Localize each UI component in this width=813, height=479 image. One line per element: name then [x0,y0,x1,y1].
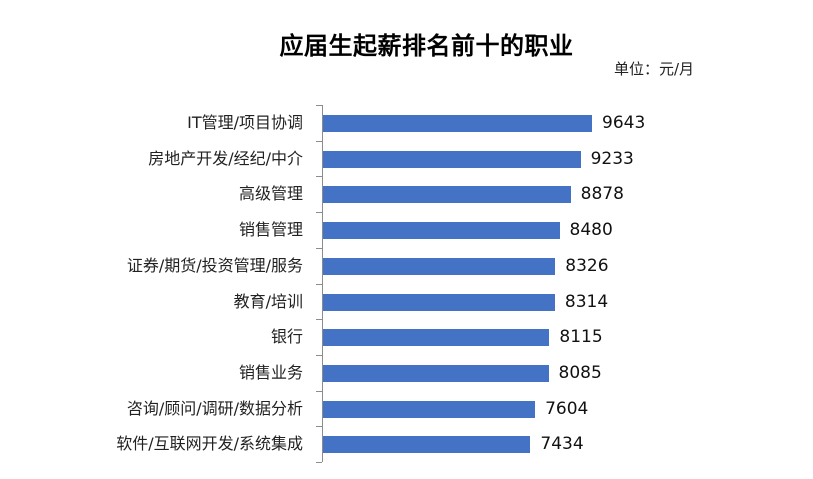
value-label: 7434 [540,434,584,455]
axis-tick [316,390,322,392]
category-axis [322,105,323,462]
bar [323,293,555,311]
category-label: 销售管理 [238,220,303,240]
bar [323,186,571,204]
category-label: 教育/培训 [233,291,303,311]
category-label: IT管理/项目协调 [187,113,303,132]
bar-row: 咨询/顾问/调研/数据分析 7604 [0,391,813,427]
value-label: 8314 [564,291,609,312]
category-label: 证券/期货/投资管理/服务 [126,255,303,275]
bar [323,400,536,418]
bar [323,150,581,168]
axis-tick [316,176,322,178]
category-label: 银行 [270,327,303,347]
axis-tick [316,462,322,463]
bar-row: 销售业务 8085 [0,355,813,391]
category-label: 房地产开发/经纪/中介 [148,148,303,168]
axis-tick [316,283,322,285]
axis-tick [316,105,322,106]
bar [323,329,550,347]
axis-tick [316,140,322,142]
bar-row: 软件/互联网开发/系统集成 7434 [0,426,813,462]
value-label: 9233 [590,148,634,169]
bar-row: 房地产开发/经纪/中介 9233 [0,141,813,177]
bar [323,222,560,240]
value-label: 7604 [545,398,589,419]
value-label: 8878 [580,184,624,205]
value-label: 8326 [565,255,609,276]
bar-row: 销售管理 8480 [0,212,813,248]
axis-tick [316,319,322,321]
chart-title: 应届生起薪排名前十的职业 [279,32,574,60]
value-label: 8480 [569,220,613,241]
value-label: 9643 [602,113,646,133]
bar-row: IT管理/项目协调 9643 [0,105,813,141]
axis-tick [316,247,322,249]
bar [323,364,549,382]
value-label: 8115 [559,327,603,348]
bar-row: 教育/培训 8314 [0,284,813,320]
category-label: 高级管理 [238,184,303,204]
value-label: 8085 [558,362,602,383]
unit-label: 单位：元/月 [614,60,695,78]
bar-row: 高级管理 8878 [0,176,813,212]
category-label: 销售业务 [238,362,303,382]
bar-row: 银行 8115 [0,319,813,355]
axis-tick [316,354,322,356]
axis-tick [316,426,322,428]
category-label: 软件/互联网开发/系统集成 [116,434,303,454]
bar [323,436,531,454]
category-label: 咨询/顾问/调研/数据分析 [126,398,303,418]
bar [323,257,556,275]
bar-row: 证券/期货/投资管理/服务 8326 [0,248,813,284]
bar [323,115,592,132]
axis-tick [316,212,322,214]
